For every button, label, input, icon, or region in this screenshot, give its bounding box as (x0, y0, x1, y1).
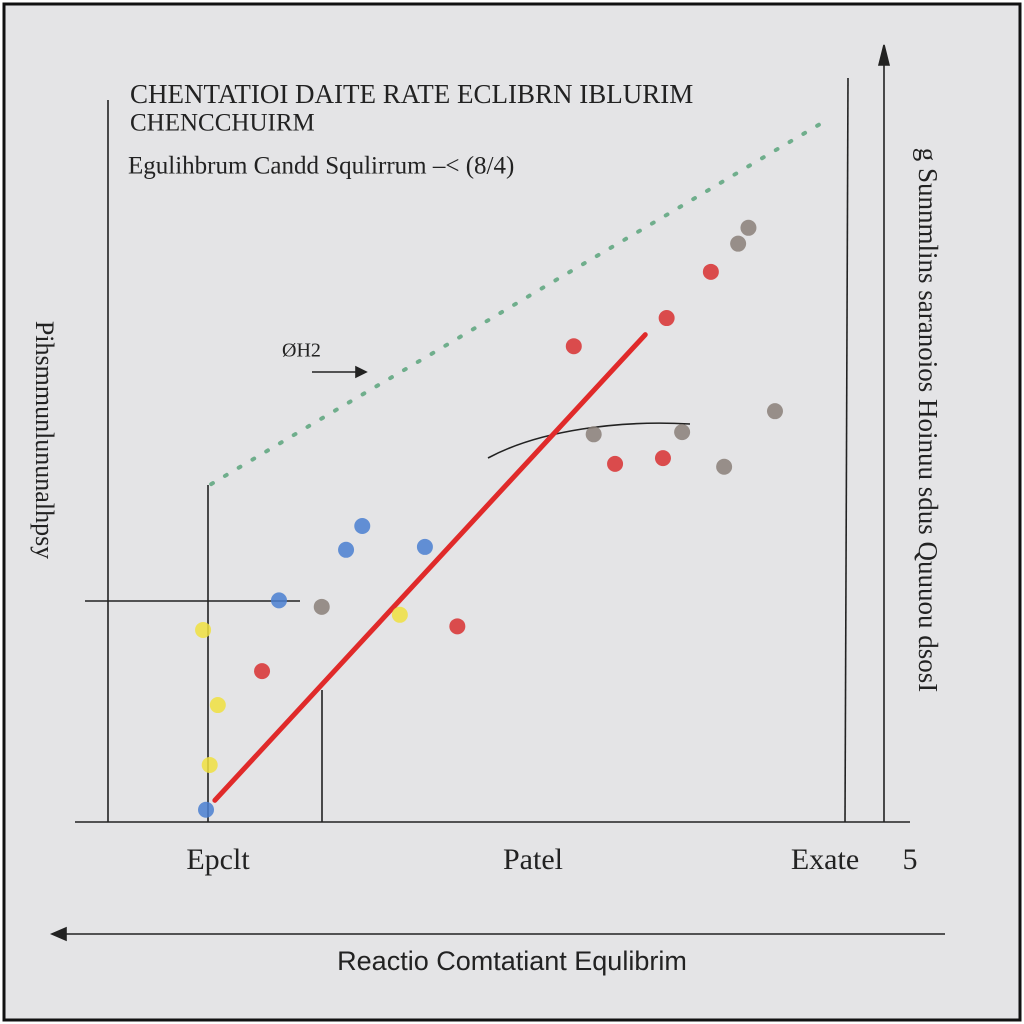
caption: Egulihbrum Candd Squlirrum –< (8/4) (128, 153, 514, 180)
point (391, 606, 408, 623)
x-tick-label: Patel (503, 843, 563, 876)
point (730, 235, 747, 252)
point (702, 263, 719, 280)
right-axis (844, 77, 849, 823)
y-axis-label: Pihsmmunlununalhpsy (30, 321, 59, 559)
axes (49, 44, 945, 942)
point (338, 541, 355, 558)
point (201, 756, 218, 773)
point (416, 538, 433, 555)
point (654, 450, 671, 467)
point (195, 621, 212, 638)
title: CHENTATIOI DAITE RATE ECLIBRN IBLURIM (130, 79, 693, 109)
point (354, 517, 371, 534)
point (740, 219, 757, 236)
annotation: ØH2 (282, 340, 321, 362)
subtitle: CHENCCHUIRM (130, 110, 315, 137)
point (198, 801, 215, 818)
point (585, 426, 602, 443)
right-label: g Sunnmlins saranoios Hoinuu sdus Quuuou… (913, 148, 943, 693)
trend-line (212, 332, 648, 803)
point (209, 697, 226, 714)
arrow-head (49, 926, 67, 942)
arrow-head (355, 365, 368, 379)
x-tick-label: Exate (791, 843, 859, 876)
x-axis-label: Reactio Comtatiant Equlibrim (337, 946, 687, 976)
point (674, 424, 691, 441)
point (565, 338, 582, 355)
point (658, 310, 675, 327)
point (254, 663, 271, 680)
arrow-head (877, 44, 891, 66)
x-tick-label: 5 (903, 843, 918, 876)
point (313, 598, 330, 615)
point (449, 618, 466, 635)
curve (487, 422, 691, 459)
point (766, 403, 783, 420)
x-tick-label: Epclt (186, 843, 250, 876)
point (716, 458, 733, 475)
point (270, 592, 287, 609)
point (607, 455, 624, 472)
